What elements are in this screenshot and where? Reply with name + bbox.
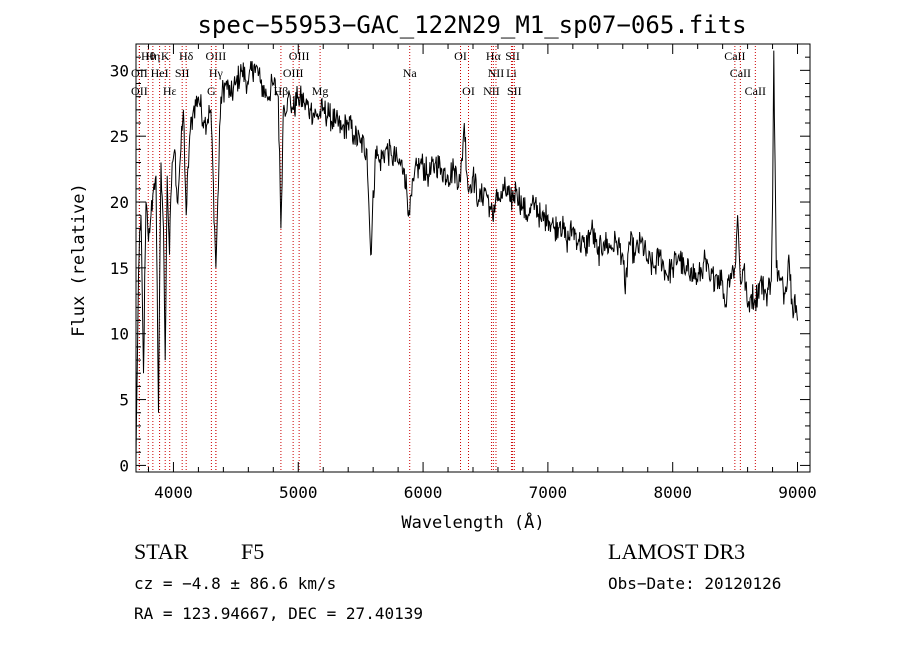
y-axis-label: Flux (relative) [69,183,89,337]
object-subclass: F5 [241,539,265,564]
marker-label-15: Na [403,66,418,80]
y-tick-label: 10 [110,325,129,344]
survey-name: LAMOST DR3 [608,539,746,564]
marker-label-20: Hε [163,84,177,98]
marker-label-17: Li [506,66,517,80]
marker-label-7: Hα [486,49,502,63]
x-axis-label: Wavelength (Å) [401,511,544,533]
spectrum-line [135,50,798,459]
plot-frame [135,43,811,473]
marker-label-14: OIII [283,66,304,80]
redshift-value: cz = −4.8 ± 86.6 km/s [134,574,337,593]
marker-label-8: SII [505,49,520,63]
x-tick-label: 7000 [529,483,568,502]
y-tick-label: 0 [119,456,129,475]
marker-label-3: Hδ [179,49,194,63]
x-tick-label: 8000 [653,483,692,502]
y-tick-label: 30 [110,61,129,80]
marker-label-25: NII [483,84,500,98]
marker-label-23: Mg [312,84,329,98]
marker-label-27: CaII [745,84,766,98]
y-tick-label: 15 [110,259,129,278]
marker-label-16: NII [488,66,505,80]
y-tick-label: 25 [110,127,129,146]
marker-label-24: OI [462,84,475,98]
x-tick-labels: 4000 5000 6000 7000 8000 9000 [154,483,817,502]
y-tick-label: 5 [119,391,129,410]
marker-label-12: SII [175,66,190,80]
axis-ticks [136,43,810,472]
chart-title: spec−55953−GAC_122N29_M1_sp07−065.fits [197,11,746,39]
object-class: STAR [134,539,189,564]
marker-label-2: K [161,49,170,63]
x-tick-label: 5000 [279,483,318,502]
marker-label-13: Hγ [209,66,224,80]
spectrum-series [135,50,798,459]
y-tick-labels: 0 5 10 15 20 25 30 [110,61,129,475]
coordinates: RA = 123.94667, DEC = 27.40139 [134,604,423,623]
marker-label-11: HeI [151,66,169,80]
x-tick-label: 9000 [778,483,817,502]
marker-label-26: SII [507,84,522,98]
marker-label-0: Hθ [141,49,156,63]
x-tick-label: 4000 [154,483,193,502]
x-tick-label: 6000 [404,483,443,502]
marker-label-21: G [207,84,216,98]
marker-label-5: OIII [289,49,310,63]
marker-label-9: CaII [724,49,745,63]
observation-date: Obs−Date: 20120126 [608,574,782,593]
marker-label-1: Hη [145,49,160,63]
marker-label-19: OII [131,84,148,98]
marker-label-6: OI [454,49,467,63]
marker-label-18: CaII [730,66,751,80]
y-tick-label: 20 [110,193,129,212]
